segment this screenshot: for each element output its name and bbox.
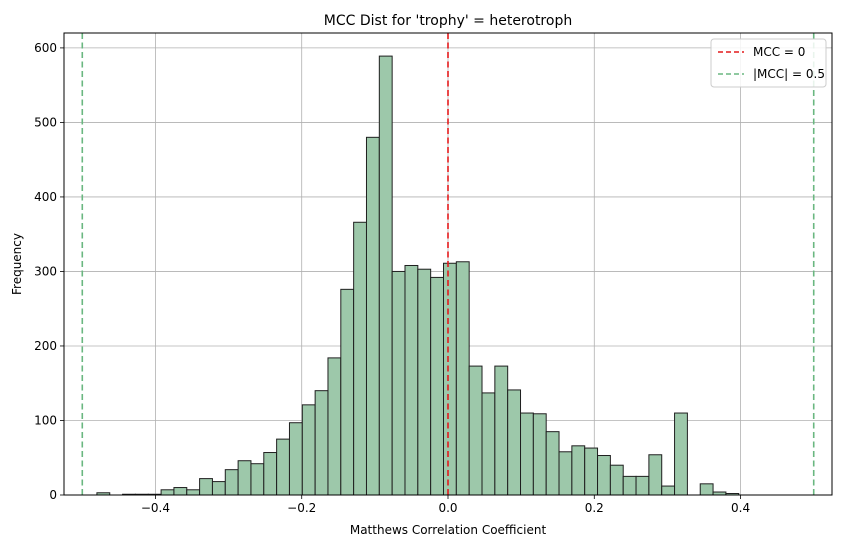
histogram-bar	[584, 447, 599, 496]
x-tick-label: −0.2	[287, 501, 316, 515]
histogram-bar	[288, 422, 303, 496]
x-tick-label: 0.2	[585, 501, 604, 515]
legend-label-mcc-zero: MCC = 0	[753, 45, 805, 59]
histogram-bar	[520, 412, 534, 496]
histogram-bar	[199, 478, 213, 496]
legend-box	[710, 38, 827, 88]
histogram-bar	[661, 485, 676, 496]
y-axis-ticks: 0 100 200 300 400 500 600	[34, 41, 64, 502]
histogram-bar	[443, 262, 457, 496]
x-axis-ticks: −0.4 −0.2 0.0 0.2 0.4	[141, 495, 750, 515]
y-tick-label: 400	[34, 190, 57, 204]
y-tick-label: 100	[34, 413, 57, 427]
histogram-bar	[173, 487, 188, 496]
x-axis-label: Matthews Correlation Coefficient	[350, 523, 547, 537]
histogram-bar	[391, 270, 406, 496]
histogram-bar	[211, 481, 226, 496]
histogram-bar	[314, 390, 329, 496]
histogram-bar	[571, 445, 586, 496]
legend-label-mcc-half: |MCC| = 0.5	[753, 67, 825, 81]
histogram-bars	[96, 55, 740, 496]
histogram-bar	[430, 276, 445, 496]
histogram-bar	[417, 268, 432, 496]
x-tick-label: −0.4	[141, 501, 170, 515]
y-tick-label: 0	[49, 488, 57, 502]
histogram-bar	[224, 469, 239, 496]
histogram-bar	[327, 357, 342, 496]
histogram-bar	[378, 55, 393, 496]
histogram-bar	[301, 404, 316, 496]
y-tick-label: 300	[34, 264, 57, 278]
histogram-bar	[494, 365, 509, 496]
histogram-bar	[186, 489, 201, 496]
y-tick-label: 600	[34, 41, 57, 55]
x-tick-label: 0.0	[438, 501, 457, 515]
histogram-bar	[545, 431, 560, 496]
histogram-bar	[609, 464, 624, 496]
histogram-bar	[263, 452, 278, 496]
histogram-bar	[532, 413, 547, 496]
histogram-bar	[455, 261, 470, 496]
histogram-bar	[468, 365, 483, 496]
reference-lines	[81, 33, 815, 495]
histogram-bar	[635, 475, 650, 496]
y-tick-label: 200	[34, 339, 57, 353]
histogram-bar	[699, 483, 714, 496]
histogram-bar	[507, 389, 522, 496]
histogram-bar	[250, 463, 265, 496]
chart-title: MCC Dist for 'trophy' = heterotroph	[324, 13, 572, 29]
histogram-bar	[160, 489, 175, 496]
histogram-bar	[353, 221, 367, 496]
histogram-bar	[597, 455, 611, 496]
y-axis-label: Frequency	[10, 233, 24, 295]
histogram-bar	[276, 438, 290, 496]
histogram-bar	[481, 392, 496, 496]
histogram-bar	[622, 475, 637, 496]
histogram-bar	[237, 460, 252, 496]
y-tick-label: 500	[34, 115, 57, 129]
histogram-bar	[674, 412, 688, 496]
histogram-bar	[648, 454, 663, 496]
histogram-bar	[404, 264, 419, 496]
histogram-bar	[365, 136, 380, 496]
legend: MCC = 0 |MCC| = 0.5	[710, 38, 827, 88]
x-tick-label: 0.4	[731, 501, 750, 515]
histogram-bar	[340, 288, 355, 496]
histogram-bar	[558, 451, 573, 496]
